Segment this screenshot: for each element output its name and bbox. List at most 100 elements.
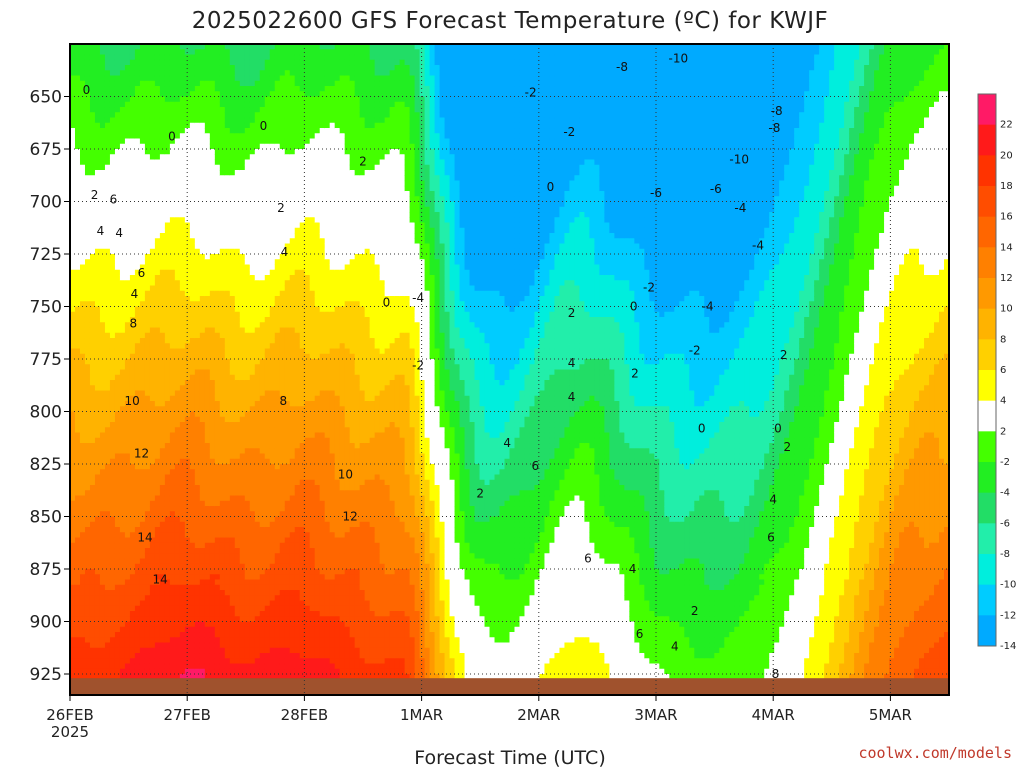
temperature-cell [74, 584, 81, 591]
temperature-cell [154, 479, 161, 486]
temperature-cell [129, 238, 136, 245]
temperature-cell [259, 595, 266, 602]
temperature-cell [249, 65, 256, 71]
temperature-cell [119, 406, 126, 413]
temperature-cell [70, 411, 76, 418]
temperature-cell [134, 527, 141, 533]
temperature-cell [84, 311, 91, 318]
temperature-cell [79, 374, 86, 381]
temperature-cell [259, 427, 266, 434]
temperature-cell [109, 385, 116, 392]
temperature-cell [70, 353, 76, 360]
temperature-cell [159, 474, 166, 481]
temperature-cell [204, 112, 211, 119]
temperature-cell [179, 422, 186, 428]
temperature-cell [264, 164, 271, 171]
temperature-cell [179, 621, 186, 628]
temperature-cell [199, 616, 206, 623]
temperature-cell [144, 611, 151, 617]
temperature-cell [70, 54, 76, 61]
temperature-cell [204, 663, 211, 670]
temperature-cell [94, 453, 101, 460]
temperature-cell [264, 432, 271, 439]
temperature-cell [94, 406, 101, 413]
temperature-cell [249, 569, 256, 575]
temperature-cell [84, 385, 91, 392]
temperature-cell [79, 647, 86, 654]
temperature-cell [70, 443, 76, 449]
temperature-cell [109, 364, 116, 371]
temperature-cell [204, 212, 211, 218]
temperature-cell [89, 170, 96, 176]
temperature-cell [139, 590, 146, 596]
temperature-cell [239, 154, 246, 161]
temperature-cell [94, 96, 101, 103]
temperature-cell [169, 317, 176, 323]
temperature-cell [84, 285, 91, 292]
temperature-cell [144, 432, 151, 439]
temperature-cell [214, 301, 221, 308]
temperature-cell [79, 311, 86, 318]
temperature-cell [124, 600, 131, 607]
temperature-cell [74, 327, 81, 334]
temperature-cell [219, 227, 226, 234]
temperature-cell [119, 432, 126, 439]
temperature-cell [219, 558, 226, 565]
temperature-cell [129, 275, 136, 281]
temperature-cell [174, 422, 181, 428]
temperature-cell [149, 301, 156, 308]
temperature-cell [154, 595, 161, 602]
temperature-cell [154, 647, 161, 654]
temperature-cell [139, 406, 146, 413]
temperature-cell [79, 338, 86, 344]
temperature-cell [264, 422, 271, 428]
temperature-cell [244, 395, 251, 402]
temperature-cell [189, 469, 196, 476]
temperature-cell [134, 322, 141, 329]
temperature-cell [209, 296, 216, 302]
temperature-cell [89, 422, 96, 428]
temperature-cell [219, 285, 226, 292]
temperature-cell [149, 437, 156, 444]
temperature-cell [139, 138, 146, 145]
temperature-cell [129, 70, 136, 77]
temperature-cell [74, 605, 81, 612]
temperature-cell [189, 443, 196, 449]
temperature-cell [79, 143, 86, 150]
temperature-cell [114, 59, 121, 66]
temperature-cell [249, 542, 256, 549]
temperature-cell [84, 479, 91, 486]
temperature-cell [224, 54, 231, 61]
temperature-cell [119, 563, 126, 570]
temperature-cell [144, 569, 151, 575]
temperature-cell [204, 422, 211, 428]
temperature-cell [229, 264, 236, 271]
temperature-cell [244, 427, 251, 434]
temperature-cell [84, 275, 91, 281]
temperature-cell [189, 674, 196, 680]
temperature-cell [264, 80, 271, 87]
temperature-cell [264, 154, 271, 161]
temperature-cell [194, 427, 201, 434]
temperature-cell [194, 80, 201, 87]
temperature-cell [244, 280, 251, 287]
temperature-cell [129, 196, 136, 203]
temperature-cell [214, 642, 221, 649]
temperature-cell [89, 569, 96, 575]
temperature-cell [99, 579, 106, 586]
temperature-cell [244, 600, 251, 607]
temperature-cell [154, 374, 161, 381]
temperature-cell [214, 663, 221, 670]
temperature-cell [109, 479, 116, 486]
temperature-cell [264, 332, 271, 339]
temperature-cell [139, 474, 146, 481]
temperature-cell [194, 180, 201, 187]
temperature-cell [99, 390, 106, 397]
temperature-cell [239, 532, 246, 539]
temperature-cell [269, 70, 276, 77]
temperature-cell [89, 458, 96, 465]
temperature-cell [144, 427, 151, 434]
temperature-cell [244, 290, 251, 297]
temperature-cell [124, 164, 131, 171]
temperature-cell [124, 317, 131, 323]
